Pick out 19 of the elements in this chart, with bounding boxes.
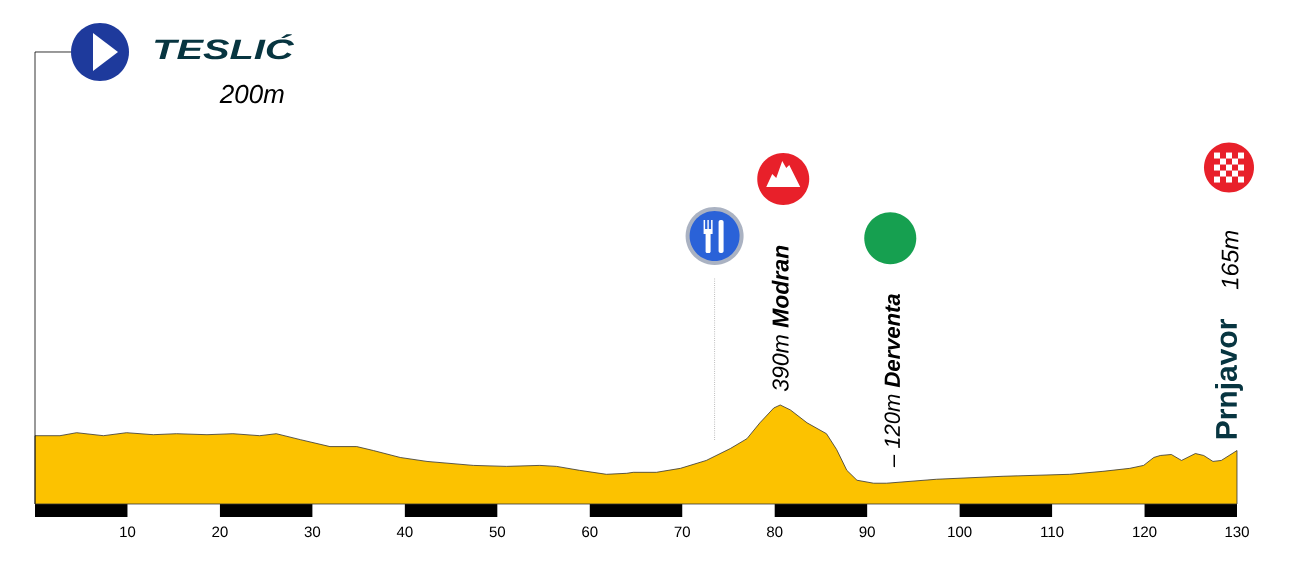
x-tick-label: 120 (1133, 526, 1157, 538)
x-tick-label: 130 (1225, 526, 1249, 538)
text: 165m (1221, 230, 1239, 290)
annotation: 390m Modran (771, 245, 789, 392)
x-tick-label: 50 (489, 526, 506, 538)
x-tick-label: 40 (396, 526, 413, 538)
x-tick-label: 60 (582, 526, 598, 538)
annotation: – 120m Derventa (884, 294, 901, 468)
x-tick-label: 80 (767, 526, 783, 538)
x-tick-label: 70 (674, 526, 690, 538)
x-tick-label: 110 (1041, 526, 1064, 538)
x-tick-label: 30 (304, 526, 321, 538)
annotation: Prnjavor (1215, 319, 1243, 439)
x-tick-label: 20 (212, 526, 228, 538)
x-tick-label: 100 (948, 526, 972, 538)
x-tick-label: 90 (859, 526, 875, 538)
x-tick-label: 10 (120, 526, 136, 538)
text: TESLIĆ (155, 34, 295, 60)
text: 200m (219, 84, 284, 104)
